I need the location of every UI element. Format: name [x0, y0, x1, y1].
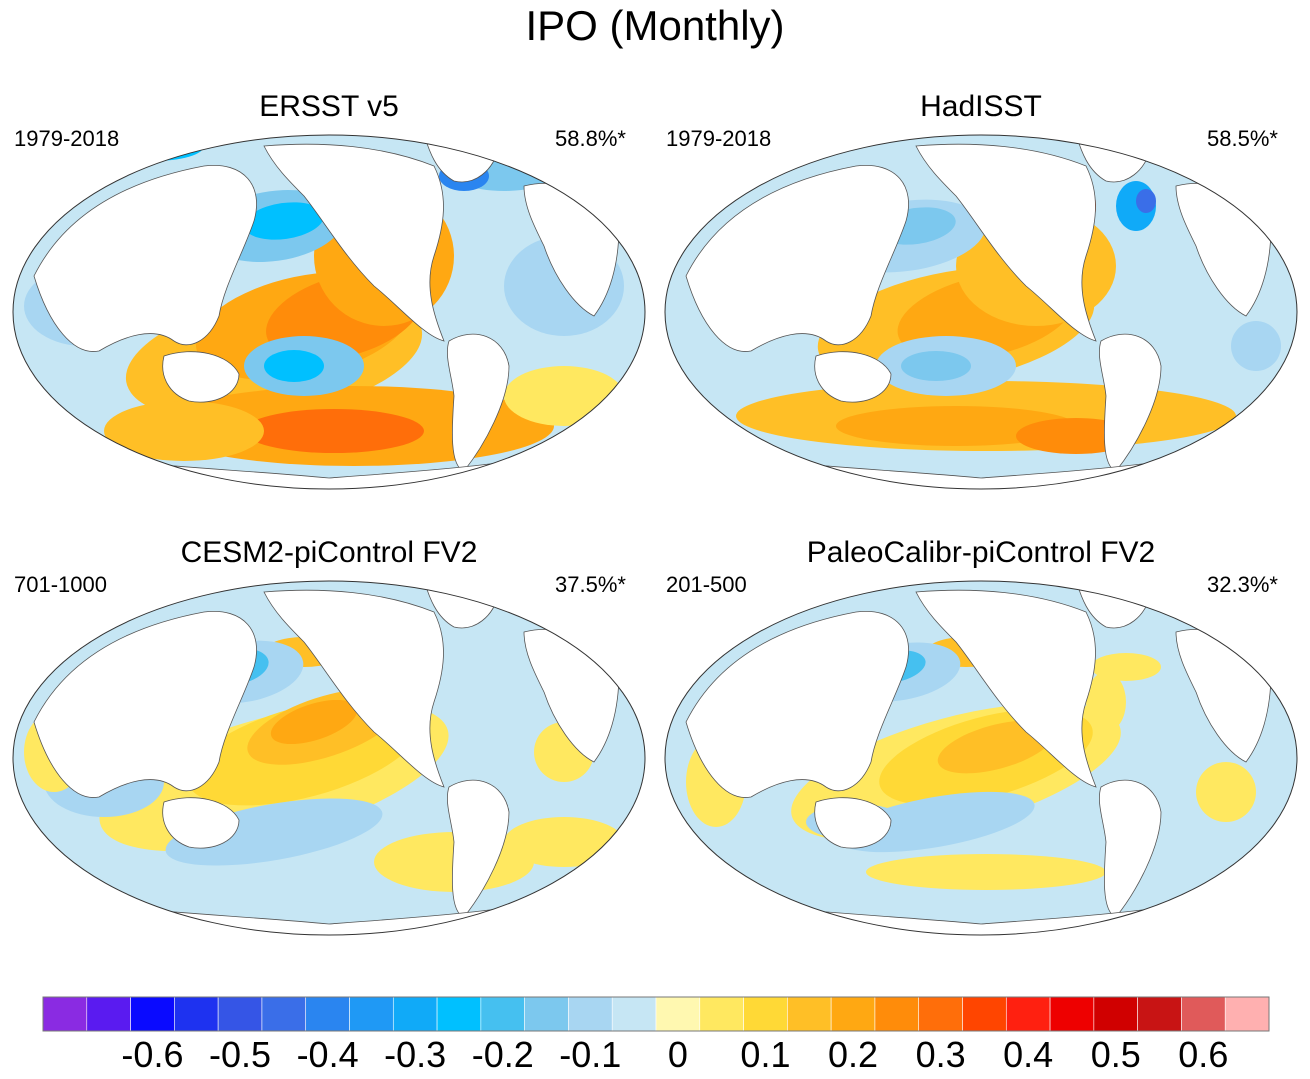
colorbar-tick-label: -0.4 [296, 1034, 359, 1075]
anomaly-contour [504, 817, 624, 867]
colorbar-cell [305, 996, 350, 1032]
map-panel-paleocalibr: PaleoCalibr-piControl FV2 201-500 32.3%* [656, 536, 1306, 976]
land-outline [33, 610, 257, 798]
colorbar-tick-label: -0.5 [209, 1034, 272, 1075]
colorbar-tick-label: 0 [667, 1034, 688, 1075]
colorbar-cell [349, 996, 394, 1032]
map-border [12, 580, 646, 936]
colorbar-tick-label: -0.2 [471, 1034, 534, 1075]
land-outline [263, 589, 445, 788]
colorbar-tick-label: -0.1 [559, 1034, 622, 1075]
land-outline [162, 351, 240, 403]
anomaly-contour [1231, 321, 1281, 371]
anomaly-contour [504, 366, 624, 426]
map-panel-cesm2: CESM2-piControl FV2 701-1000 37.5%* [4, 536, 654, 976]
colorbar-cell [568, 996, 613, 1032]
colorbar-cell [86, 996, 131, 1032]
colorbar-labels: -0.6 -0.5 -0.4 -0.3 -0.2 -0.1 0 0.1 0.2 0.3 0.4 0.5… [0, 1034, 1310, 1079]
anomaly-contour [837, 791, 1035, 853]
land-outline [915, 143, 1097, 342]
colorbar-cell [699, 996, 744, 1032]
ipo-map [664, 134, 1298, 490]
colorbar-tick-label: 0.4 [1003, 1034, 1054, 1075]
colorbar-cell [1224, 996, 1270, 1032]
colorbar-tick-label: -0.6 [121, 1034, 184, 1075]
land-outline [33, 164, 257, 352]
colorbar-cell [655, 996, 701, 1032]
anomaly-contour [1136, 189, 1156, 213]
colorbar-cell [1005, 996, 1051, 1032]
panel-variance: 58.5%* [1207, 126, 1278, 151]
panel-title: ERSST v5 [259, 90, 399, 123]
colorbar-cell [42, 996, 88, 1032]
panel-period: 701-1000 [14, 572, 107, 597]
ipo-map [664, 580, 1298, 936]
colorbar-cell [1093, 996, 1138, 1032]
land-outline [814, 351, 892, 403]
map-border [664, 580, 1298, 936]
colorbar-cell [217, 996, 263, 1032]
anomaly-contour [104, 135, 204, 161]
colorbar-tick-label: 0.3 [915, 1034, 966, 1075]
map-border [12, 134, 646, 490]
anomaly-contour [1196, 762, 1256, 822]
anomaly-contour [1091, 653, 1161, 681]
map-panel-hadisst: HadISST 1979-2018 58.5%* [656, 90, 1306, 530]
panel-variance: 32.3%* [1207, 572, 1278, 597]
figure-title: IPO (Monthly) [525, 2, 785, 49]
colorbar-tick-label: 0.5 [1090, 1034, 1141, 1075]
anomaly-contour [104, 401, 264, 461]
colorbar-cell [480, 996, 525, 1032]
anomaly-contour [866, 854, 1106, 890]
colorbar-cell [174, 996, 219, 1032]
panel-period: 1979-2018 [666, 126, 772, 151]
anomaly-contour [270, 699, 358, 745]
colorbar-tick-label: 0.6 [1178, 1034, 1229, 1075]
anomaly-contour [244, 202, 324, 240]
panel-title: PaleoCalibr-piControl FV2 [806, 536, 1156, 569]
panel-variance: 58.8%* [555, 126, 626, 151]
anomaly-contour [264, 350, 324, 382]
map-border [664, 134, 1298, 490]
anomaly-contour [165, 798, 383, 866]
panel-variance: 37.5%* [555, 572, 626, 597]
anomaly-contour [1086, 672, 1126, 732]
land-outline [685, 610, 909, 798]
land-outline [685, 164, 909, 352]
ipo-map [12, 134, 646, 490]
panel-title: CESM2-piControl FV2 [180, 536, 478, 569]
colorbar-cell [130, 996, 175, 1032]
anomaly-contour [937, 720, 1055, 774]
colorbar-cell [787, 996, 832, 1032]
colorbar-cell [436, 996, 482, 1032]
colorbar-cell [611, 996, 657, 1032]
ipo-map [12, 580, 646, 936]
anomaly-contour [901, 351, 971, 381]
colorbar [42, 996, 1270, 1032]
land-outline [162, 797, 240, 849]
anomaly-contour [244, 409, 424, 453]
panel-title: HadISST [920, 90, 1042, 123]
colorbar-cell [874, 996, 920, 1032]
land-outline [814, 797, 892, 849]
colorbar-cell [962, 996, 1007, 1032]
colorbar-cell [392, 996, 438, 1032]
colorbar-frame [42, 996, 1270, 1032]
colorbar-cell [1049, 996, 1095, 1032]
land-outline [915, 589, 1097, 788]
colorbar-cell [1137, 996, 1182, 1032]
colorbar-cell [261, 996, 307, 1032]
colorbar-tick-label: 0.2 [828, 1034, 879, 1075]
colorbar-cell [918, 996, 963, 1032]
colorbar-cell [743, 996, 788, 1032]
colorbar-cell [830, 996, 876, 1032]
map-panel-ersst: ERSST v5 1979-2018 58.8%* [4, 90, 654, 530]
colorbar-cell [524, 996, 569, 1032]
panel-period: 201-500 [666, 572, 747, 597]
colorbar-tick-label: 0.1 [740, 1034, 791, 1075]
panel-period: 1979-2018 [14, 126, 120, 151]
land-outline [263, 143, 445, 342]
colorbar-cell [1181, 996, 1226, 1032]
colorbar-tick-label: -0.3 [384, 1034, 447, 1075]
